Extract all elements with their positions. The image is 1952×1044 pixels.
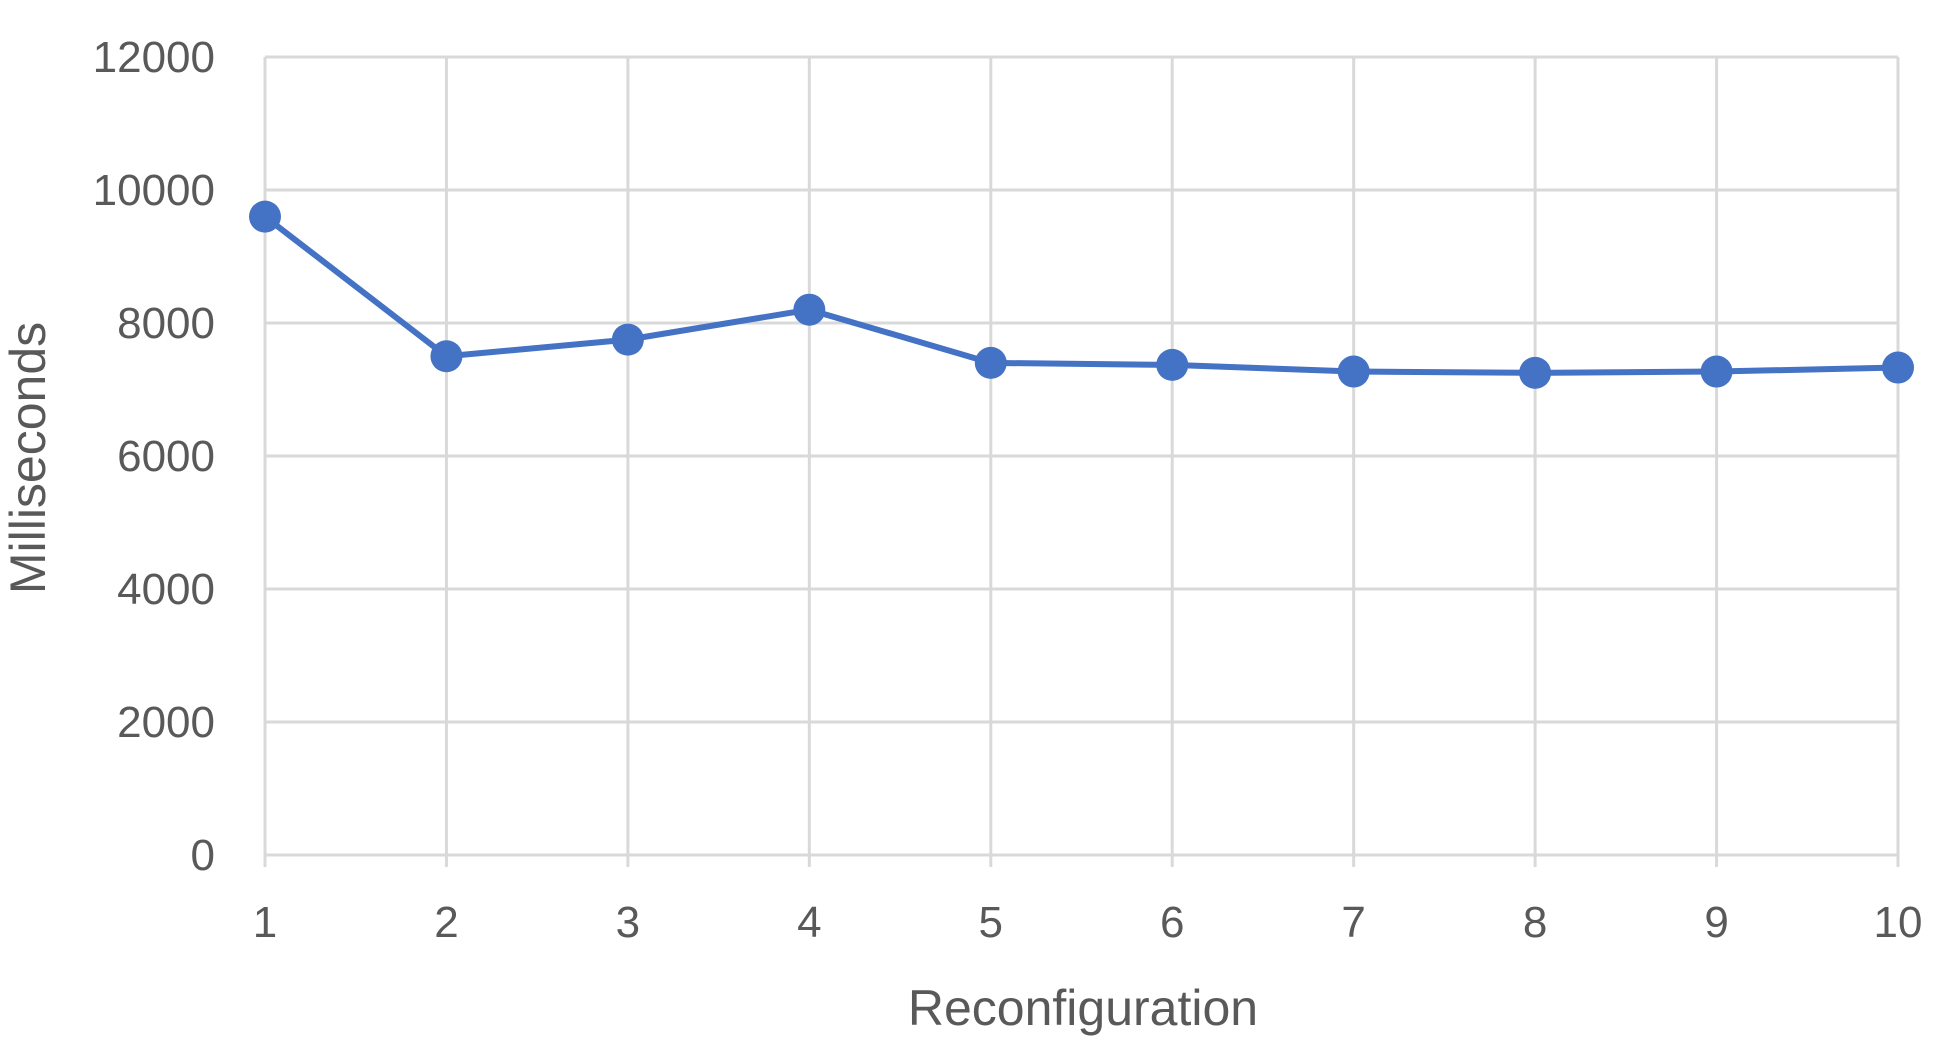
- y-tick-label: 10000: [93, 166, 215, 215]
- x-tick-labels: 1 2 3 4 5 6 7 8 9 10: [253, 898, 1923, 947]
- x-axis-title: Reconfiguration: [908, 980, 1258, 1036]
- y-tick-label: 8000: [117, 299, 215, 348]
- data-point: [1519, 356, 1552, 389]
- x-tick-label: 9: [1704, 898, 1728, 947]
- data-point: [1156, 348, 1189, 381]
- series-group: [249, 200, 1914, 389]
- x-tick-label: 6: [1160, 898, 1184, 947]
- y-tick-label: 0: [191, 831, 215, 880]
- y-axis-title: Milliseconds: [0, 322, 56, 594]
- data-point: [249, 200, 281, 233]
- x-tick-label: 1: [253, 898, 277, 947]
- y-tick-labels: 0 2000 4000 6000 8000 10000 12000: [93, 33, 215, 880]
- x-tick-label: 5: [979, 898, 1003, 947]
- x-tick-label: 2: [434, 898, 458, 947]
- y-tick-label: 2000: [117, 698, 215, 747]
- y-tick-label: 4000: [117, 565, 215, 614]
- data-point: [1882, 351, 1914, 384]
- data-point: [611, 323, 644, 356]
- data-point: [430, 340, 463, 373]
- y-tick-label: 6000: [117, 432, 215, 481]
- y-tick-label: 12000: [93, 33, 215, 82]
- x-tick-label: 10: [1874, 898, 1923, 947]
- series-line: [263, 214, 1899, 376]
- grid: [263, 55, 1900, 867]
- x-tick-label: 8: [1523, 898, 1547, 947]
- x-tick-label: 3: [616, 898, 640, 947]
- data-point: [793, 293, 826, 326]
- data-point: [1700, 355, 1733, 388]
- x-tick-label: 4: [797, 898, 821, 947]
- data-point: [1337, 355, 1370, 388]
- data-point: [974, 346, 1007, 379]
- x-tick-label: 7: [1341, 898, 1365, 947]
